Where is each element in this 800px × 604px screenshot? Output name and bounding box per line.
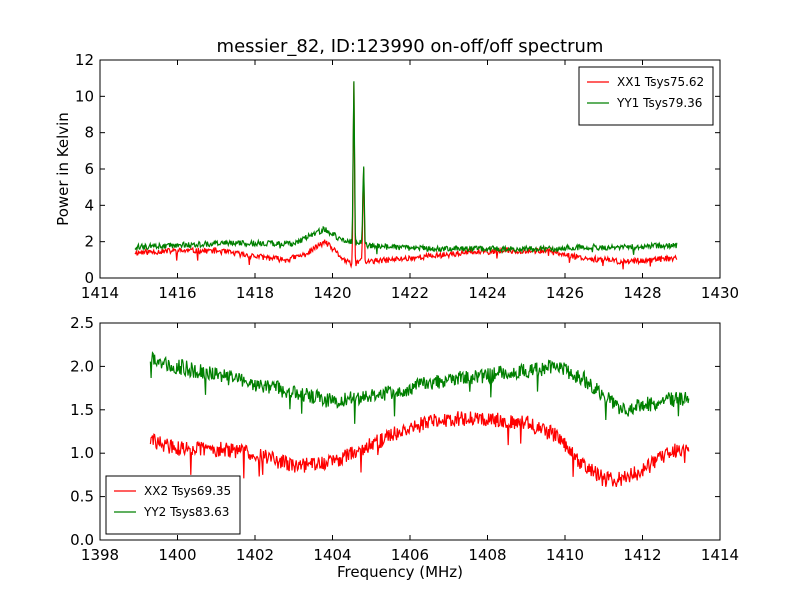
series-line — [149, 411, 690, 488]
x-tick-label: 1430 — [701, 284, 739, 302]
x-tick-label: 1414 — [81, 284, 119, 302]
y-tick-label: 0.5 — [70, 488, 94, 506]
legend-box — [578, 66, 714, 126]
chart-title: messier_82, ID:123990 on-off/off spectru… — [217, 36, 604, 57]
legend-label: YY1 Tsys79.36 — [616, 96, 702, 110]
y-tick-label: 2 — [84, 233, 94, 251]
y-tick-label: 2.5 — [70, 314, 94, 332]
x-tick-label: 1418 — [236, 284, 274, 302]
bottom-panel: 1398 1400 1402 1404 1406 1408 1410 1412 1414 0.0 0… — [70, 314, 739, 581]
x-tick-label: 1398 — [81, 546, 119, 564]
x-tick-label: 1412 — [623, 546, 661, 564]
y-tick-label: 1.5 — [70, 401, 94, 419]
y-tick-label: 0 — [84, 269, 94, 287]
y-tick-label: 4 — [84, 196, 94, 214]
x-tick-label: 1416 — [158, 284, 196, 302]
legend-box — [105, 475, 241, 535]
series-line — [134, 82, 678, 270]
x-tick-label: 1410 — [546, 546, 584, 564]
y-tick-label: 2.0 — [70, 357, 94, 375]
y-axis-label: Power in Kelvin — [54, 112, 72, 226]
y-tick-label: 6 — [84, 160, 94, 178]
y-tick-label: 1.0 — [70, 444, 94, 462]
x-tick-label: 1414 — [701, 546, 739, 564]
x-tick-label: 1424 — [468, 284, 506, 302]
x-tick-label: 1408 — [468, 546, 506, 564]
x-tick-label: 1422 — [391, 284, 429, 302]
y-tick-label: 12 — [75, 51, 94, 69]
x-tick-label: 1400 — [158, 546, 196, 564]
y-tick-label: 0.0 — [70, 531, 94, 549]
x-tick-label: 1406 — [391, 546, 429, 564]
legend-label: XX2 Tsys69.35 — [144, 484, 231, 498]
x-tick-label: 1404 — [313, 546, 351, 564]
legend-label: YY2 Tsys83.63 — [143, 505, 229, 519]
series-line — [149, 351, 690, 424]
x-tick-label: 1420 — [313, 284, 351, 302]
legend-label: XX1 Tsys75.62 — [617, 75, 704, 89]
top-panel: 1414 1416 1418 1420 1422 1424 1426 1428 1430 0 2 4 6… — [54, 51, 739, 302]
series-line — [134, 81, 678, 255]
x-tick-label: 1402 — [236, 546, 274, 564]
x-axis-label: Frequency (MHz) — [337, 563, 463, 581]
x-tick-label: 1428 — [623, 284, 661, 302]
x-tick-label: 1426 — [546, 284, 584, 302]
y-tick-label: 10 — [75, 87, 94, 105]
y-tick-label: 8 — [84, 124, 94, 142]
